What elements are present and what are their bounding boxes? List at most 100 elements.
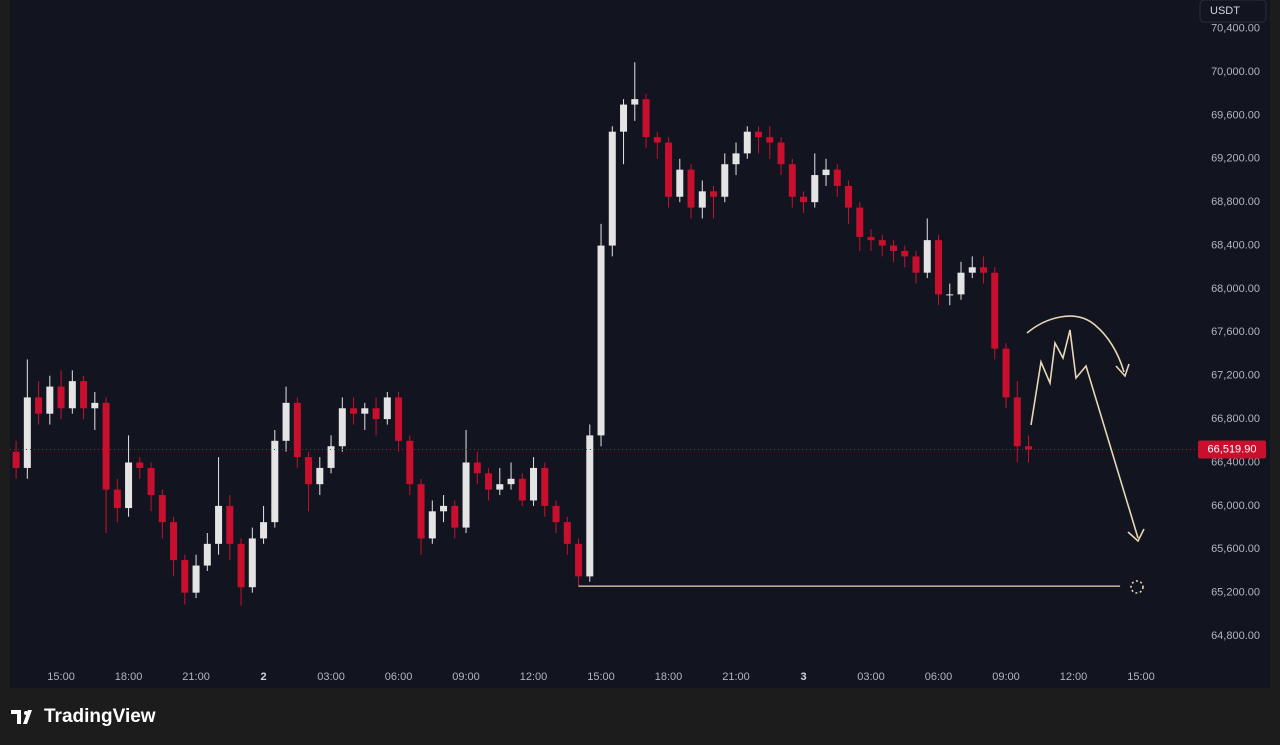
- x-tick-label: 09:00: [992, 671, 1020, 683]
- candle-body: [856, 207, 864, 237]
- candle-body: [687, 169, 695, 208]
- candle-body: [23, 397, 31, 468]
- candle-body: [260, 522, 268, 539]
- x-tick-label: 18:00: [115, 671, 143, 683]
- candle-body: [440, 505, 448, 512]
- candle-body: [485, 473, 493, 490]
- candle-body: [800, 196, 808, 203]
- chart-panel: [10, 0, 1270, 688]
- candle-body: [80, 381, 88, 409]
- candle-body: [845, 185, 853, 208]
- currency-box: [1199, 0, 1267, 23]
- x-tick-label: 12:00: [1060, 671, 1088, 683]
- candle-body: [35, 397, 43, 414]
- candle-body: [575, 543, 583, 577]
- candle-body: [383, 397, 391, 420]
- arrow-head: [1127, 528, 1145, 543]
- y-tick-label: 69,200.00: [1211, 153, 1260, 165]
- candle-body: [1002, 348, 1010, 398]
- candle-body: [935, 240, 943, 295]
- candle-body: [653, 137, 661, 143]
- candle-body: [327, 446, 335, 468]
- candle-body: [316, 467, 324, 485]
- x-tick-label: 15:00: [587, 671, 615, 683]
- candle-body: [271, 440, 279, 523]
- candle-body: [980, 267, 988, 273]
- y-tick-label: 67,600.00: [1211, 326, 1260, 338]
- marks: 64,800.00 65,200.00 65,600.00 66,000.00 66,4…: [10, 23, 1266, 683]
- y-tick-label: 70,000.00: [1211, 66, 1260, 78]
- candle-body: [710, 191, 718, 197]
- candle-body: [46, 386, 54, 414]
- candle-body: [811, 175, 819, 203]
- candle-body: [305, 457, 313, 485]
- candle-body: [372, 408, 380, 420]
- y-tick-label: 65,600.00: [1211, 543, 1260, 555]
- candle-body: [766, 137, 774, 143]
- candle-body: [91, 402, 99, 409]
- brand: TradingView: [44, 706, 156, 727]
- candle-body: [698, 191, 706, 208]
- y-tick-label: 66,400.00: [1211, 456, 1260, 468]
- candle-body: [530, 467, 538, 501]
- y-tick-label: 66,800.00: [1211, 413, 1260, 425]
- candle-body: [777, 142, 785, 165]
- candle-body: [406, 440, 414, 485]
- candle-body: [1025, 446, 1033, 450]
- x-tick-label: 06:00: [925, 671, 953, 683]
- candle-body: [361, 408, 369, 414]
- arrow-head: [1115, 363, 1130, 378]
- candle-body: [136, 462, 144, 468]
- last-price-box: [1198, 440, 1266, 459]
- candle-body: [867, 236, 875, 241]
- candle-body: [462, 462, 470, 528]
- candle-body: [181, 560, 189, 593]
- last-price-label: 66,519.90: [1208, 443, 1257, 455]
- drawings: [1026, 315, 1145, 594]
- x-tick-label: 09:00: [452, 671, 480, 683]
- candle-body: [743, 131, 751, 154]
- logo-dot: [24, 711, 28, 715]
- y-tick-label: 69,600.00: [1211, 109, 1260, 121]
- candle-body: [563, 522, 571, 544]
- candle-body: [518, 478, 526, 501]
- y-tick-label: 68,800.00: [1211, 196, 1260, 208]
- zigzag-arrow: [1030, 329, 1139, 539]
- curve-arrow: [1026, 315, 1125, 373]
- candle-body: [293, 402, 301, 458]
- candle-body: [125, 462, 133, 509]
- candle-body: [338, 408, 346, 447]
- candle-body: [170, 522, 178, 561]
- x-tick-label: 21:00: [722, 671, 750, 683]
- candle-body: [665, 142, 673, 197]
- candle-body: [237, 543, 245, 588]
- candle-body: [350, 408, 358, 414]
- candle-body: [890, 245, 898, 251]
- candle-body: [282, 402, 290, 441]
- x-tick-label: 15:00: [1127, 671, 1155, 683]
- candle-body: [395, 397, 403, 441]
- x-tick-label: 15:00: [47, 671, 75, 683]
- candle-body: [473, 462, 481, 474]
- candle-body: [1013, 397, 1021, 447]
- candle-body: [631, 99, 639, 105]
- candle-body: [991, 272, 999, 349]
- x-tick-label: 06:00: [385, 671, 413, 683]
- x-tick-label: 03:00: [317, 671, 345, 683]
- x-tick-label: 12:00: [520, 671, 548, 683]
- candle-body: [901, 250, 909, 257]
- candle-body: [192, 565, 200, 593]
- candle-body: [923, 240, 931, 273]
- candle-body: [428, 511, 436, 539]
- y-tick-label: 68,400.00: [1211, 239, 1260, 251]
- candle-body: [676, 169, 684, 197]
- x-tick-label: 3: [800, 671, 806, 683]
- candle-body: [788, 164, 796, 197]
- candle-body: [158, 495, 166, 523]
- candle-body: [957, 272, 965, 295]
- candle-body: [102, 402, 110, 490]
- y-tick-label: 67,200.00: [1211, 370, 1260, 382]
- candle-body: [417, 484, 425, 539]
